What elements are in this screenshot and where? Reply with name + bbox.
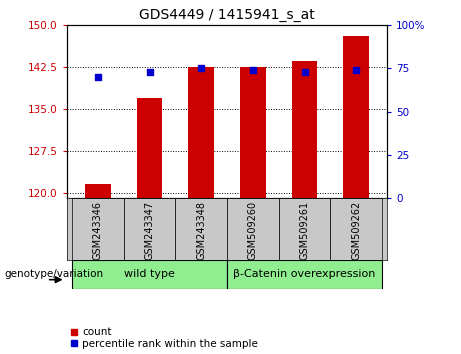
Bar bbox=[227, 260, 382, 289]
Text: GSM509262: GSM509262 bbox=[351, 201, 361, 260]
Text: GSM509260: GSM509260 bbox=[248, 201, 258, 260]
Bar bbox=[279, 198, 331, 260]
Text: wild type: wild type bbox=[124, 269, 175, 279]
Point bbox=[301, 69, 308, 74]
Point bbox=[353, 67, 360, 73]
Bar bbox=[175, 198, 227, 260]
Bar bbox=[124, 198, 175, 260]
Bar bbox=[188, 67, 214, 198]
Bar bbox=[292, 61, 318, 198]
Text: GSM243347: GSM243347 bbox=[145, 201, 154, 260]
Text: β-Catenin overexpression: β-Catenin overexpression bbox=[233, 269, 376, 279]
Bar bbox=[72, 260, 227, 289]
Point bbox=[249, 67, 257, 73]
Bar bbox=[72, 198, 124, 260]
Bar bbox=[331, 198, 382, 260]
Legend: count, percentile rank within the sample: count, percentile rank within the sample bbox=[70, 327, 258, 349]
Bar bbox=[343, 36, 369, 198]
Bar bbox=[136, 97, 162, 198]
Text: GSM509261: GSM509261 bbox=[300, 201, 309, 260]
Bar bbox=[85, 184, 111, 198]
Text: GSM243346: GSM243346 bbox=[93, 201, 103, 260]
Point bbox=[197, 65, 205, 71]
Title: GDS4449 / 1415941_s_at: GDS4449 / 1415941_s_at bbox=[139, 8, 315, 22]
Bar bbox=[227, 198, 279, 260]
Text: GSM243348: GSM243348 bbox=[196, 201, 206, 260]
Point bbox=[146, 69, 153, 74]
Text: genotype/variation: genotype/variation bbox=[5, 269, 104, 279]
Point bbox=[94, 74, 101, 80]
Bar bbox=[240, 67, 266, 198]
